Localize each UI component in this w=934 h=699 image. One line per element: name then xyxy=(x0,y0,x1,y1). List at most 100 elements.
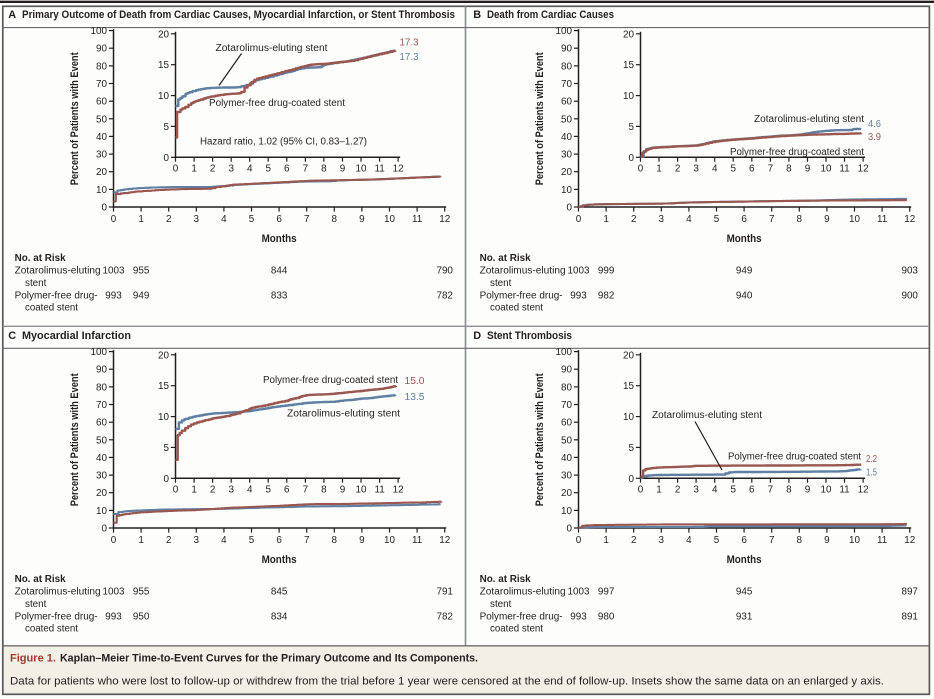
svg-text:70: 70 xyxy=(561,400,572,411)
svg-text:15: 15 xyxy=(158,381,169,392)
svg-text:945: 945 xyxy=(736,587,753,598)
svg-text:Zotarolimus-eluting stent: Zotarolimus-eluting stent xyxy=(754,114,864,125)
svg-text:100: 100 xyxy=(556,347,573,358)
svg-text:2: 2 xyxy=(675,163,681,174)
svg-text:8: 8 xyxy=(797,214,803,225)
svg-text:10: 10 xyxy=(96,506,107,517)
svg-text:1: 1 xyxy=(603,535,609,546)
svg-text:10: 10 xyxy=(821,484,832,495)
svg-text:1003: 1003 xyxy=(568,266,590,277)
svg-text:9: 9 xyxy=(340,163,346,174)
svg-text:60: 60 xyxy=(561,418,572,429)
svg-text:9: 9 xyxy=(805,484,811,495)
svg-text:Months: Months xyxy=(727,554,762,566)
svg-text:coated stent: coated stent xyxy=(25,302,78,313)
svg-text:12: 12 xyxy=(858,484,869,495)
svg-text:7: 7 xyxy=(769,214,775,225)
svg-text:0: 0 xyxy=(102,203,108,214)
svg-text:80: 80 xyxy=(561,382,572,393)
svg-text:Stent Thrombosis: Stent Thrombosis xyxy=(487,330,572,342)
svg-text:13.5: 13.5 xyxy=(405,392,425,403)
svg-text:931: 931 xyxy=(736,611,753,622)
svg-text:Death from Cardiac Causes: Death from Cardiac Causes xyxy=(487,9,614,21)
svg-text:Polymer-free drug-coated stent: Polymer-free drug-coated stent xyxy=(209,98,345,109)
svg-text:Zotarolimus-eluting stent: Zotarolimus-eluting stent xyxy=(652,410,762,421)
svg-text:B: B xyxy=(473,9,481,21)
svg-text:2: 2 xyxy=(631,214,637,225)
svg-text:Polymer-free drug-: Polymer-free drug- xyxy=(15,290,98,301)
svg-text:70: 70 xyxy=(96,79,107,90)
svg-text:Zotarolimus-eluting stent: Zotarolimus-eluting stent xyxy=(216,43,328,54)
svg-text:20: 20 xyxy=(96,488,107,499)
svg-text:0: 0 xyxy=(111,535,117,546)
svg-text:2: 2 xyxy=(166,214,172,225)
svg-text:3: 3 xyxy=(194,214,200,225)
svg-text:11: 11 xyxy=(412,535,423,546)
svg-text:5: 5 xyxy=(164,122,170,133)
svg-text:10: 10 xyxy=(356,484,367,495)
svg-text:10: 10 xyxy=(561,185,572,196)
svg-text:0: 0 xyxy=(111,214,117,225)
svg-text:1003: 1003 xyxy=(103,266,125,277)
svg-text:7: 7 xyxy=(768,484,774,495)
svg-text:0: 0 xyxy=(629,474,635,485)
svg-text:982: 982 xyxy=(598,290,614,301)
svg-text:coated stent: coated stent xyxy=(490,302,543,313)
svg-text:993: 993 xyxy=(570,290,587,301)
svg-text:90: 90 xyxy=(561,44,572,55)
svg-text:1003: 1003 xyxy=(103,587,125,598)
svg-text:1: 1 xyxy=(191,163,197,174)
svg-text:Percent of Patients with Event: Percent of Patients with Event xyxy=(69,373,81,506)
svg-text:10: 10 xyxy=(384,535,395,546)
svg-text:11: 11 xyxy=(374,484,385,495)
svg-text:20: 20 xyxy=(623,350,634,361)
svg-text:12: 12 xyxy=(904,214,915,225)
svg-text:5: 5 xyxy=(714,214,720,225)
svg-text:2: 2 xyxy=(210,484,216,495)
svg-text:Polymer-free drug-coated stent: Polymer-free drug-coated stent xyxy=(728,452,861,463)
svg-text:940: 940 xyxy=(736,290,753,301)
svg-text:10: 10 xyxy=(561,506,572,517)
svg-text:12: 12 xyxy=(393,163,404,174)
svg-text:4: 4 xyxy=(712,163,718,174)
svg-text:40: 40 xyxy=(561,453,572,464)
svg-text:2: 2 xyxy=(210,163,216,174)
svg-text:80: 80 xyxy=(96,61,107,72)
svg-text:50: 50 xyxy=(96,114,107,125)
svg-text:1: 1 xyxy=(603,214,609,225)
svg-text:5: 5 xyxy=(629,122,635,133)
svg-text:5: 5 xyxy=(249,535,255,546)
svg-text:stent: stent xyxy=(490,278,512,289)
svg-text:stent: stent xyxy=(490,599,512,610)
svg-text:Figure 1.: Figure 1. xyxy=(10,653,56,665)
svg-text:No. at Risk: No. at Risk xyxy=(15,574,66,585)
svg-text:2: 2 xyxy=(675,484,681,495)
svg-text:90: 90 xyxy=(96,365,107,376)
svg-text:0: 0 xyxy=(638,484,644,495)
svg-text:stent: stent xyxy=(25,599,47,610)
svg-text:90: 90 xyxy=(96,44,107,55)
svg-text:0: 0 xyxy=(173,484,179,495)
svg-text:70: 70 xyxy=(96,400,107,411)
svg-text:1: 1 xyxy=(138,214,144,225)
svg-text:834: 834 xyxy=(271,611,288,622)
svg-text:7: 7 xyxy=(304,535,310,546)
svg-text:Data for patients who were los: Data for patients who were lost to follo… xyxy=(10,676,884,688)
svg-text:Kaplan–Meier Time-to-Event Cur: Kaplan–Meier Time-to-Event Curves for th… xyxy=(60,653,478,665)
svg-text:999: 999 xyxy=(598,266,615,277)
svg-text:897: 897 xyxy=(901,587,917,598)
svg-text:0: 0 xyxy=(567,203,573,214)
svg-text:20: 20 xyxy=(561,488,572,499)
svg-text:3: 3 xyxy=(194,535,200,546)
svg-text:Zotarolimus-eluting: Zotarolimus-eluting xyxy=(15,587,101,598)
svg-text:791: 791 xyxy=(436,587,453,598)
svg-text:7: 7 xyxy=(303,484,309,495)
svg-text:5: 5 xyxy=(629,443,635,454)
svg-text:782: 782 xyxy=(436,290,452,301)
svg-text:997: 997 xyxy=(598,587,614,598)
svg-text:80: 80 xyxy=(561,61,572,72)
svg-text:30: 30 xyxy=(96,471,107,482)
svg-text:8: 8 xyxy=(332,214,338,225)
svg-text:3: 3 xyxy=(693,163,699,174)
svg-text:C: C xyxy=(8,330,16,342)
